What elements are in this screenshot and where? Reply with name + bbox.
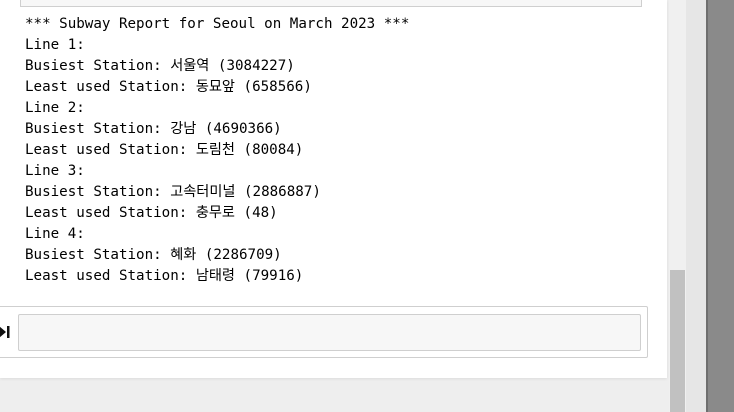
- output-line-1-busiest: Busiest Station: 서울역 (3084227): [25, 58, 295, 74]
- vertical-scrollbar-thumb[interactable]: [670, 270, 685, 412]
- output-line-1-least: Least used Station: 동묘앞 (658566): [25, 79, 312, 95]
- output-line-3-header: Line 3:: [25, 163, 85, 179]
- output-line-4-busiest: Busiest Station: 혜화 (2286709): [25, 247, 282, 263]
- right-gutter: [686, 0, 706, 412]
- output-report-title: *** Subway Report for Seoul on March 202…: [25, 16, 410, 32]
- previous-cell-output-bottom: [20, 0, 642, 7]
- output-line-2-busiest: Busiest Station: 강남 (4690366): [25, 121, 282, 137]
- code-cell-input[interactable]: [18, 314, 641, 351]
- right-sidebar-edge: [706, 0, 734, 412]
- notebook-panel: *** Subway Report for Seoul on March 202…: [0, 0, 667, 378]
- output-line-4-least: Least used Station: 남태령 (79916): [25, 268, 304, 284]
- output-line-3-least: Least used Station: 충무로 (48): [25, 205, 278, 221]
- output-line-3-busiest: Busiest Station: 고속터미널 (2886887): [25, 184, 321, 200]
- cell-output: *** Subway Report for Seoul on March 202…: [25, 14, 655, 287]
- output-line-4-header: Line 4:: [25, 226, 85, 242]
- output-line-2-least: Least used Station: 도림천 (80084): [25, 142, 304, 158]
- output-line-2-header: Line 2:: [25, 100, 85, 116]
- output-line-1-header: Line 1:: [25, 37, 85, 53]
- next-code-cell[interactable]: [0, 306, 648, 358]
- run-cell-icon[interactable]: [0, 324, 11, 338]
